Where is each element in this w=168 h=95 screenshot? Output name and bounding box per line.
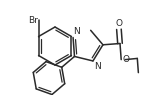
Text: N: N bbox=[94, 62, 101, 71]
Text: N: N bbox=[73, 27, 80, 36]
Text: O: O bbox=[122, 55, 129, 64]
Text: O: O bbox=[115, 19, 122, 28]
Text: Br: Br bbox=[28, 16, 37, 25]
